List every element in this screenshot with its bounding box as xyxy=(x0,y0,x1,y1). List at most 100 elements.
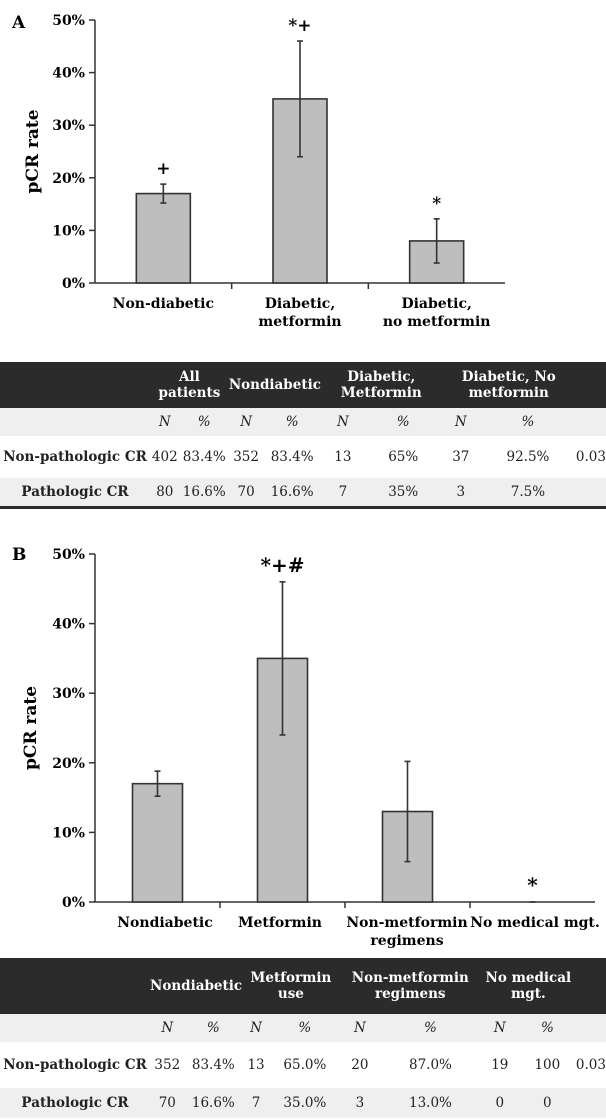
table-cell: 352 xyxy=(154,1057,181,1073)
bar xyxy=(135,192,192,284)
table-cell: 70 xyxy=(228,478,264,508)
column-group-header: No medical mgt. xyxy=(480,958,576,1014)
table-cell: 35.0% xyxy=(270,1088,340,1118)
y-tick-label: 30% xyxy=(52,686,85,702)
panel-b: B 0% 10% 20% 30% 40% 50% pCR rate Nondiabetic *+#… xyxy=(0,520,606,1120)
panel-letter: B xyxy=(12,545,26,565)
y-tick-label: 40% xyxy=(52,66,85,82)
table-cell: 16.6% xyxy=(263,478,321,508)
subheader-cell: N xyxy=(242,1014,270,1042)
column-group-header xyxy=(0,362,150,408)
table-cell: 3 xyxy=(339,1088,381,1118)
table-cell: 0 xyxy=(480,1088,519,1118)
x-category-label: Metformin xyxy=(238,915,322,931)
table-cell: 352 xyxy=(233,449,259,465)
subheader-cell: N xyxy=(441,408,480,436)
table-cell: 92.5% xyxy=(506,449,550,465)
y-tick-label: 0% xyxy=(62,276,85,292)
table-subheader-row: N% N% N% N% xyxy=(0,408,606,436)
x-category-label: No medical mgt. xyxy=(470,915,600,931)
table-cell: 100 xyxy=(534,1057,561,1073)
x-category-label: Non-diabetic xyxy=(113,296,214,312)
table-cell: 83.4% xyxy=(191,1057,235,1073)
table-cell: 13.0% xyxy=(380,1088,481,1118)
y-tick-label: 20% xyxy=(52,756,85,772)
significance-marker: * xyxy=(432,194,441,214)
y-tick-label: 0% xyxy=(62,895,85,911)
subheader-cell: % xyxy=(179,408,229,436)
column-group-header: Nondiabetic xyxy=(228,362,321,408)
table-cell: 0 xyxy=(518,1088,576,1118)
y-axis-label: pCR rate xyxy=(21,686,41,770)
subheader-cell: % xyxy=(480,408,576,436)
bar xyxy=(131,782,184,903)
table-cell: 7.5% xyxy=(480,478,576,508)
subheader-cell: % xyxy=(364,408,442,436)
table-b: Nondiabetic Metformin use Non-metformin re… xyxy=(0,958,606,1118)
x-category-label: Diabetic, xyxy=(401,296,471,312)
column-group-header: Nondiabetic xyxy=(150,958,243,1014)
subheader-cell xyxy=(575,1014,606,1042)
column-group-header: All patients xyxy=(150,362,229,408)
y-tick-label: 20% xyxy=(52,171,85,187)
table-header-row: All patients Nondiabetic Diabetic, Metform… xyxy=(0,362,606,408)
significance-marker: *+ xyxy=(288,16,311,36)
row-label: Non-pathologic CR xyxy=(3,1057,147,1073)
subheader-cell: N xyxy=(150,408,180,436)
table-cell: 3 xyxy=(441,478,480,508)
x-category-label: no metformin xyxy=(383,314,491,330)
row-label: Pathologic CR xyxy=(0,478,150,508)
table-cell: 87.0% xyxy=(408,1057,452,1073)
y-axis-label: pCR rate xyxy=(23,109,43,193)
table-row: Pathologic CR 80 16.6% 70 16.6% 7 35% 3 7.5% xyxy=(0,478,606,508)
table-cell: 83.4% xyxy=(270,449,314,465)
table-cell xyxy=(575,1088,606,1118)
significance-marker: + xyxy=(156,159,170,179)
significance-marker: * xyxy=(527,873,538,897)
column-group-header: Diabetic, No metformin xyxy=(441,362,576,408)
panel-letter: A xyxy=(11,13,26,33)
table-cell: 19 xyxy=(491,1057,509,1073)
column-group-header xyxy=(0,958,150,1014)
y-tick-label: 50% xyxy=(52,547,85,563)
table-cell: 0.03 xyxy=(575,1057,606,1073)
panel-a: A 0% 10% 20% 30% 40% 50% pCR rate + Non-diabetic *… xyxy=(0,0,606,520)
subheader-cell xyxy=(575,408,606,436)
table-header-row: Nondiabetic Metformin use Non-metformin re… xyxy=(0,958,606,1014)
table-row: Pathologic CR 70 16.6% 7 35.0% 3 13.0% 0 0 xyxy=(0,1088,606,1118)
column-group-header xyxy=(575,958,606,1014)
column-group-header: Metformin use xyxy=(242,958,340,1014)
table-cell: 65.0% xyxy=(283,1057,327,1073)
x-category-label: Non-metformin xyxy=(346,915,467,931)
subheader-cell: N xyxy=(228,408,264,436)
table-a: All patients Nondiabetic Diabetic, Metform… xyxy=(0,362,606,509)
row-label: Non-pathologic CR xyxy=(3,449,147,465)
subheader-cell: % xyxy=(184,1014,243,1042)
y-tick-label: 10% xyxy=(52,825,85,841)
table-cell: 13 xyxy=(247,1057,265,1073)
subheader-cell: N xyxy=(150,1014,185,1042)
subheader-cell: N xyxy=(339,1014,381,1042)
x-category-label: Diabetic, xyxy=(265,296,335,312)
table-row: Non-pathologic CR 352 83.4% 13 65.0% 20 87.0% 1… xyxy=(0,1042,606,1088)
subheader-cell: % xyxy=(270,1014,340,1042)
table-cell: 83.4% xyxy=(182,449,226,465)
chart-a: A 0% 10% 20% 30% 40% 50% pCR rate + Non-diabetic *… xyxy=(11,13,505,330)
table-cell: 80 xyxy=(150,478,180,508)
table-cell: 70 xyxy=(150,1088,185,1118)
y-tick-label: 30% xyxy=(52,118,85,134)
table-cell: 13 xyxy=(334,449,352,465)
table-cell: 16.6% xyxy=(179,478,229,508)
table-subheader-row: N% N% N% N% xyxy=(0,1014,606,1042)
table-cell: 402 xyxy=(151,449,178,465)
table-cell: 65% xyxy=(388,449,419,465)
subheader-cell: % xyxy=(263,408,321,436)
table-cell: 20 xyxy=(351,1057,369,1073)
subheader-cell: N xyxy=(320,408,365,436)
x-category-label: metformin xyxy=(258,314,341,330)
table-cell xyxy=(575,478,606,508)
subheader-cell: % xyxy=(518,1014,576,1042)
table-cell: 37 xyxy=(452,449,470,465)
significance-marker: *+# xyxy=(261,553,305,577)
row-label: Pathologic CR xyxy=(0,1088,150,1118)
